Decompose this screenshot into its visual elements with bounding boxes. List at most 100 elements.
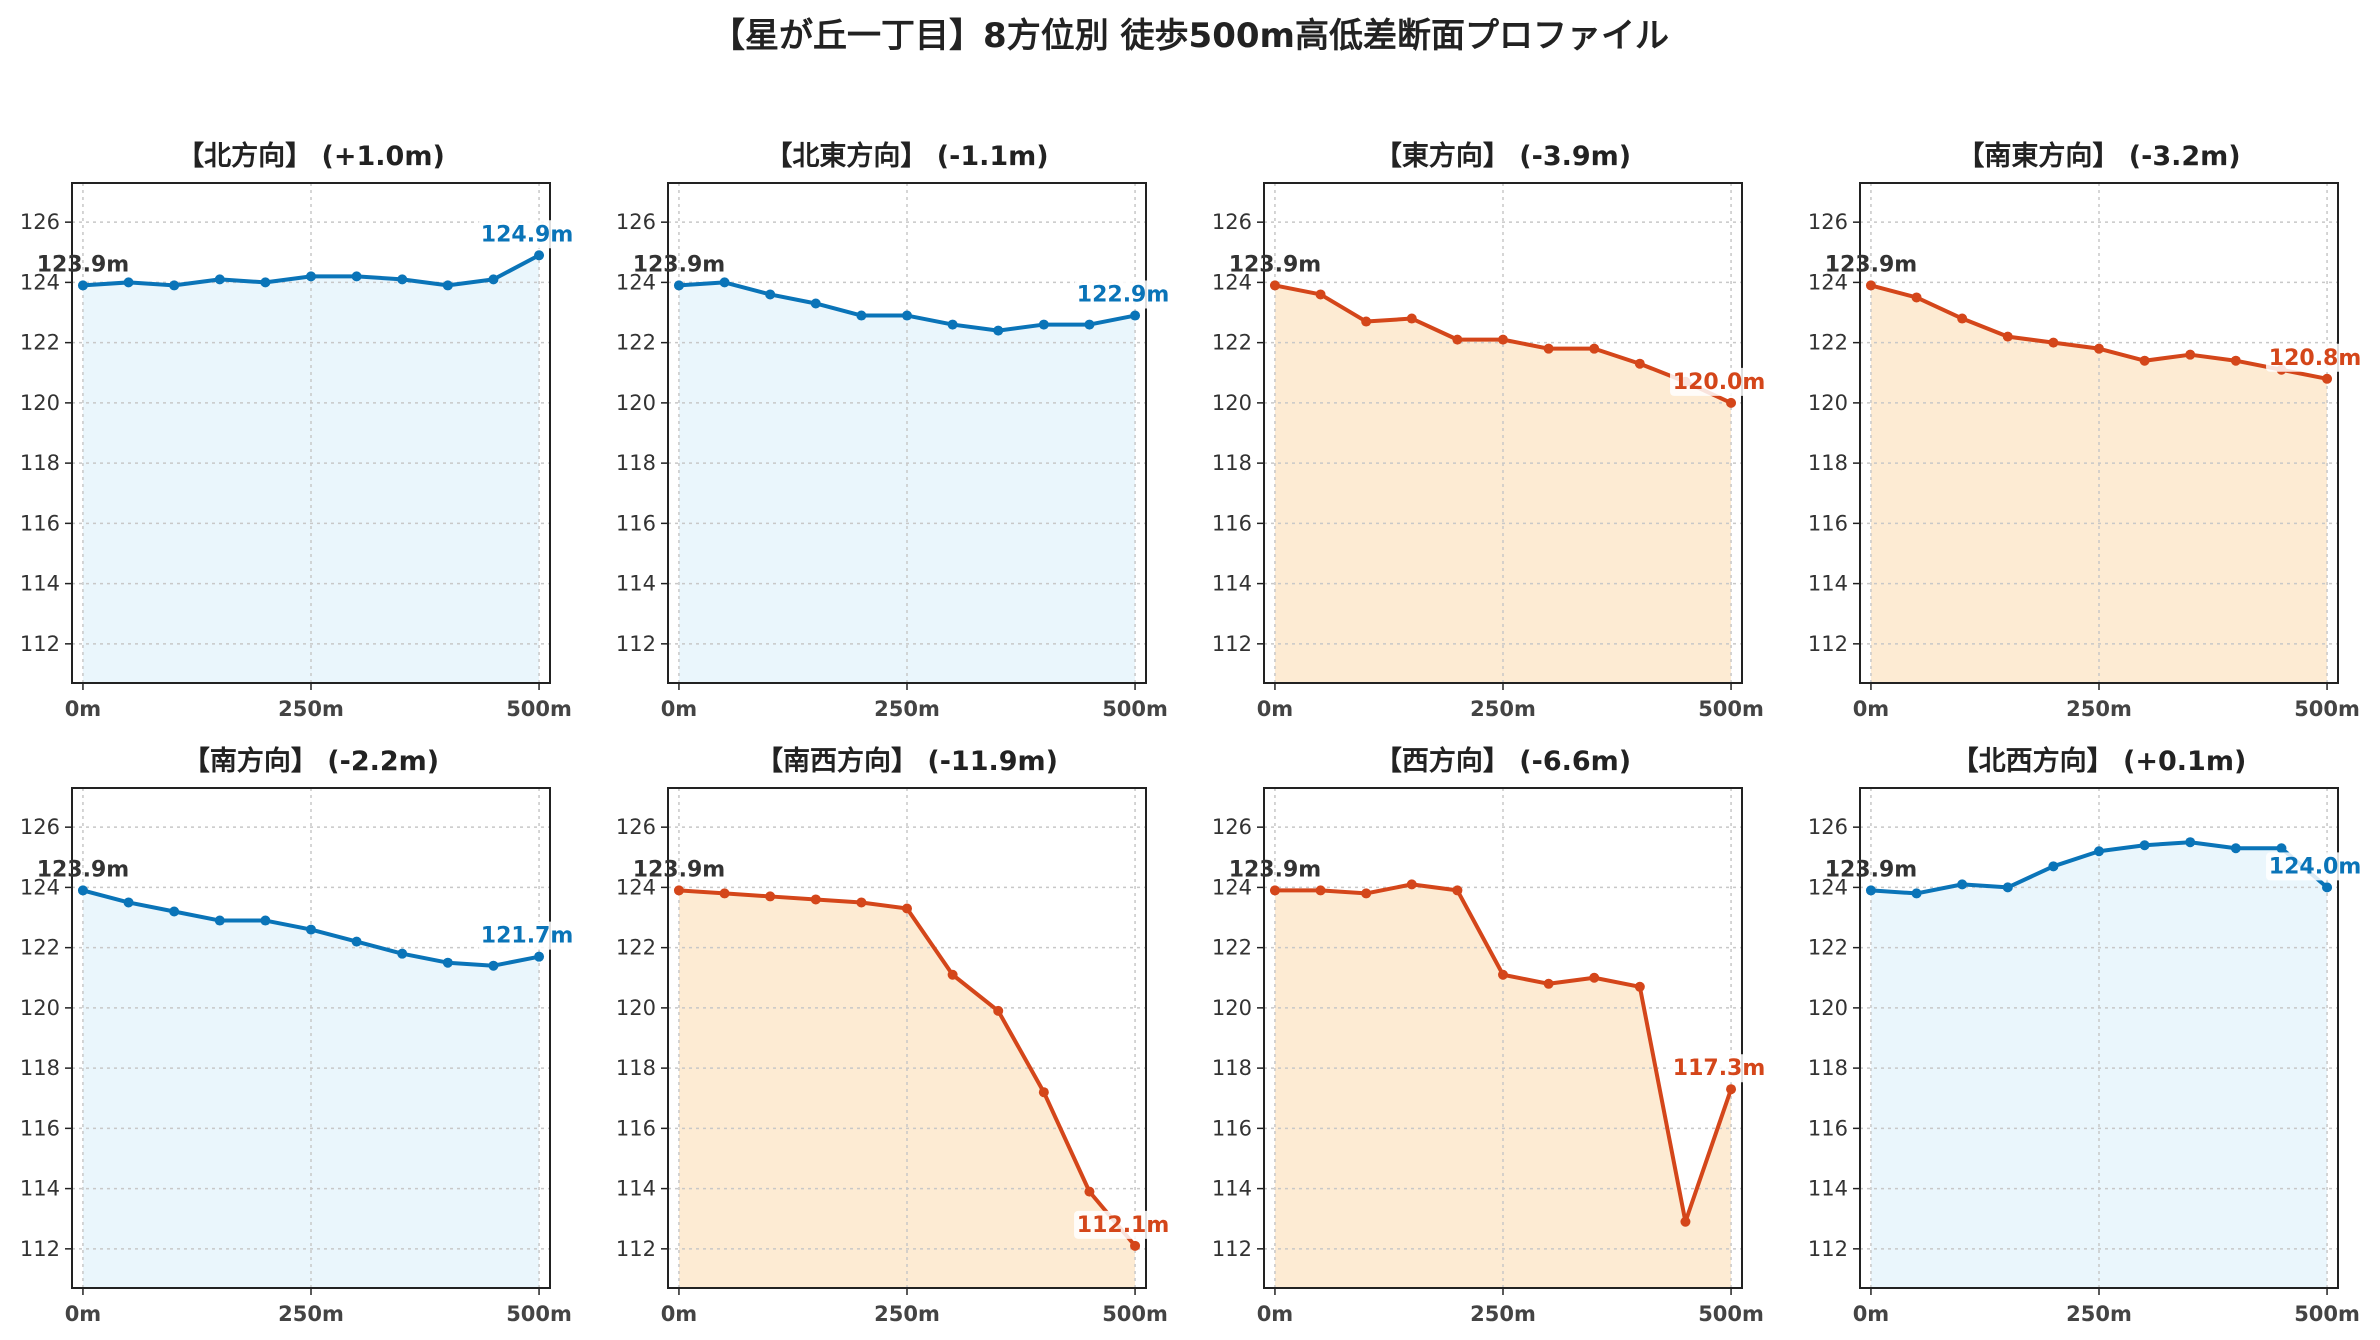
y-tick-label: 116	[20, 1116, 60, 1140]
y-tick-label: 112	[20, 632, 60, 656]
elevation-point	[2048, 861, 2059, 872]
panel-title: 【南東方向】 (-3.2m)	[1957, 140, 2240, 172]
elevation-point	[1084, 319, 1095, 330]
start-label: 123.9m	[37, 252, 130, 277]
elevation-point	[1911, 292, 1922, 303]
elevation-point	[1406, 313, 1417, 324]
elevation-point	[1865, 280, 1876, 291]
x-tick-label: 500m	[1698, 1302, 1764, 1326]
x-tick-label: 500m	[2294, 1302, 2360, 1326]
elevation-area	[1870, 842, 2328, 1288]
y-tick-label: 114	[1212, 1177, 1252, 1201]
elevation-point	[351, 271, 362, 282]
end-label-bg	[478, 220, 577, 249]
x-tick-label: 250m	[874, 697, 940, 721]
y-tick-label: 116	[1212, 511, 1252, 535]
y-tick-label: 114	[1212, 572, 1252, 596]
elevation-point	[2139, 355, 2150, 366]
elevation-point	[1038, 1087, 1049, 1098]
x-tick-label: 250m	[2066, 1302, 2132, 1326]
elevation-point	[2185, 837, 2196, 848]
x-tick-label: 0m	[1257, 697, 1294, 721]
end-label: 112.1m	[1077, 1213, 1170, 1238]
elevation-point	[2002, 331, 2013, 342]
elevation-point	[306, 924, 316, 935]
elevation-point	[1865, 885, 1876, 896]
elevation-area	[678, 282, 1136, 683]
y-tick-label: 118	[1808, 451, 1848, 475]
y-tick-label: 122	[20, 331, 60, 355]
y-tick-label: 124	[20, 875, 60, 899]
chart-panel-4: 【南方向】 (-2.2m) 112 114 116 118 120 122 124 126 0m 2…	[20, 745, 577, 1326]
y-tick-label: 120	[20, 391, 60, 415]
y-tick-label: 116	[1808, 1116, 1848, 1140]
elevation-point	[1361, 888, 1372, 899]
y-tick-label: 124	[1808, 270, 1848, 294]
elevation-point	[993, 1005, 1004, 1016]
y-tick-label: 124	[1212, 875, 1252, 899]
x-tick-label: 0m	[661, 1302, 698, 1326]
x-tick-label: 0m	[1853, 1302, 1890, 1326]
elevation-point	[488, 960, 499, 971]
x-tick-label: 0m	[65, 697, 102, 721]
panel-title: 【北東方向】 (-1.1m)	[765, 140, 1048, 172]
x-tick-label: 500m	[1102, 697, 1168, 721]
elevation-point	[260, 277, 271, 288]
start-label: 123.9m	[1825, 857, 1918, 882]
y-tick-label: 118	[20, 451, 60, 475]
elevation-point	[902, 903, 912, 914]
end-label-bg	[2266, 343, 2365, 372]
y-tick-label: 122	[1808, 936, 1848, 960]
elevation-point	[1726, 1084, 1737, 1095]
panel-title: 【西方向】 (-6.6m)	[1375, 745, 1631, 777]
elevation-point	[1315, 289, 1326, 300]
elevation-point	[488, 274, 499, 285]
elevation-point	[1957, 313, 1968, 324]
end-label-bg	[478, 921, 577, 950]
elevation-point	[947, 969, 958, 980]
elevation-point	[123, 897, 134, 908]
elevation-point	[534, 250, 545, 261]
chart-panel-2: 【東方向】 (-3.9m) 112 114 116 118 120 122 124 126 0m 2…	[1212, 140, 1769, 721]
start-label: 123.9m	[633, 252, 726, 277]
y-tick-label: 122	[1808, 331, 1848, 355]
elevation-point	[1452, 334, 1463, 345]
y-tick-label: 118	[616, 1056, 656, 1080]
y-tick-label: 122	[1212, 331, 1252, 355]
elevation-point	[673, 280, 684, 291]
y-tick-label: 114	[1808, 572, 1848, 596]
y-tick-label: 114	[20, 572, 60, 596]
y-tick-label: 126	[20, 815, 60, 839]
y-tick-label: 118	[1808, 1056, 1848, 1080]
elevation-point	[442, 280, 453, 291]
chart-panel-7: 【北西方向】 (+0.1m) 112 114 116 118 120 122 124 126 0m…	[1808, 745, 2365, 1326]
y-tick-label: 112	[1212, 1237, 1252, 1261]
elevation-point	[1038, 319, 1049, 330]
y-tick-label: 126	[1212, 210, 1252, 234]
x-tick-label: 500m	[2294, 697, 2360, 721]
y-tick-label: 112	[20, 1237, 60, 1261]
elevation-point	[77, 280, 88, 291]
start-label: 123.9m	[1825, 252, 1918, 277]
y-tick-label: 118	[1212, 451, 1252, 475]
elevation-point	[2094, 846, 2104, 857]
elevation-point	[2322, 373, 2333, 384]
elevation-point	[1452, 885, 1463, 896]
elevation-point	[260, 915, 271, 926]
y-tick-label: 112	[1808, 1237, 1848, 1261]
elevation-point	[1406, 879, 1417, 890]
end-label-bg	[1074, 1210, 1173, 1239]
elevation-point	[2094, 343, 2104, 354]
end-label: 120.0m	[1673, 370, 1766, 395]
y-tick-label: 124	[616, 875, 656, 899]
elevation-point	[765, 891, 776, 902]
y-tick-label: 124	[616, 270, 656, 294]
x-tick-label: 500m	[506, 1302, 572, 1326]
end-label-bg	[1670, 1054, 1769, 1083]
elevation-point	[351, 936, 362, 947]
elevation-point	[2002, 882, 2013, 893]
y-tick-label: 114	[616, 572, 656, 596]
elevation-point	[810, 894, 821, 905]
